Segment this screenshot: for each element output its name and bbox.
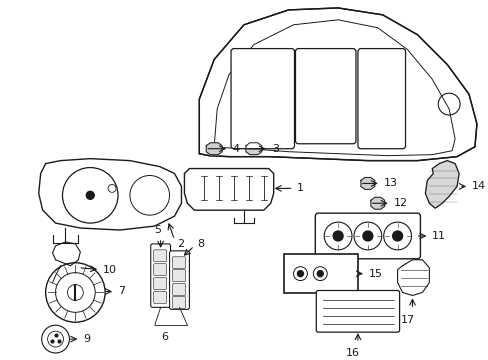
Polygon shape	[53, 242, 80, 266]
FancyBboxPatch shape	[153, 278, 166, 289]
Text: 12: 12	[393, 198, 407, 208]
FancyBboxPatch shape	[357, 49, 405, 149]
Circle shape	[86, 192, 94, 199]
FancyBboxPatch shape	[230, 49, 294, 149]
FancyBboxPatch shape	[153, 264, 166, 276]
FancyBboxPatch shape	[153, 250, 166, 262]
Text: 15: 15	[368, 269, 382, 279]
FancyBboxPatch shape	[169, 251, 189, 309]
Text: 17: 17	[400, 315, 414, 325]
Text: 1: 1	[296, 183, 303, 193]
Text: 3: 3	[271, 144, 278, 154]
Polygon shape	[370, 197, 384, 209]
Text: 6: 6	[161, 332, 168, 342]
Text: 2: 2	[177, 239, 184, 249]
Circle shape	[297, 271, 303, 276]
Text: 14: 14	[471, 181, 485, 192]
Polygon shape	[184, 168, 273, 210]
Polygon shape	[206, 143, 222, 155]
Circle shape	[392, 231, 402, 241]
Text: 16: 16	[346, 348, 359, 358]
FancyBboxPatch shape	[153, 292, 166, 303]
Text: 11: 11	[431, 231, 446, 241]
FancyBboxPatch shape	[150, 244, 170, 307]
Polygon shape	[425, 161, 458, 208]
Polygon shape	[199, 8, 476, 161]
Text: 4: 4	[232, 144, 239, 154]
Circle shape	[362, 231, 372, 241]
FancyBboxPatch shape	[172, 257, 185, 269]
Text: 5: 5	[154, 225, 161, 235]
Bar	[283, 254, 357, 293]
Text: 10: 10	[103, 265, 117, 275]
Text: 7: 7	[118, 287, 125, 297]
Polygon shape	[245, 143, 261, 155]
Text: 13: 13	[383, 179, 397, 188]
FancyBboxPatch shape	[172, 270, 185, 282]
Polygon shape	[39, 159, 181, 230]
FancyBboxPatch shape	[316, 291, 399, 332]
FancyBboxPatch shape	[315, 213, 420, 259]
Circle shape	[332, 231, 343, 241]
Text: 9: 9	[83, 334, 90, 344]
Circle shape	[317, 271, 323, 276]
FancyBboxPatch shape	[172, 296, 185, 309]
Polygon shape	[360, 177, 374, 189]
Polygon shape	[397, 260, 428, 296]
Text: 8: 8	[197, 239, 204, 249]
FancyBboxPatch shape	[172, 284, 185, 296]
FancyBboxPatch shape	[295, 49, 355, 144]
